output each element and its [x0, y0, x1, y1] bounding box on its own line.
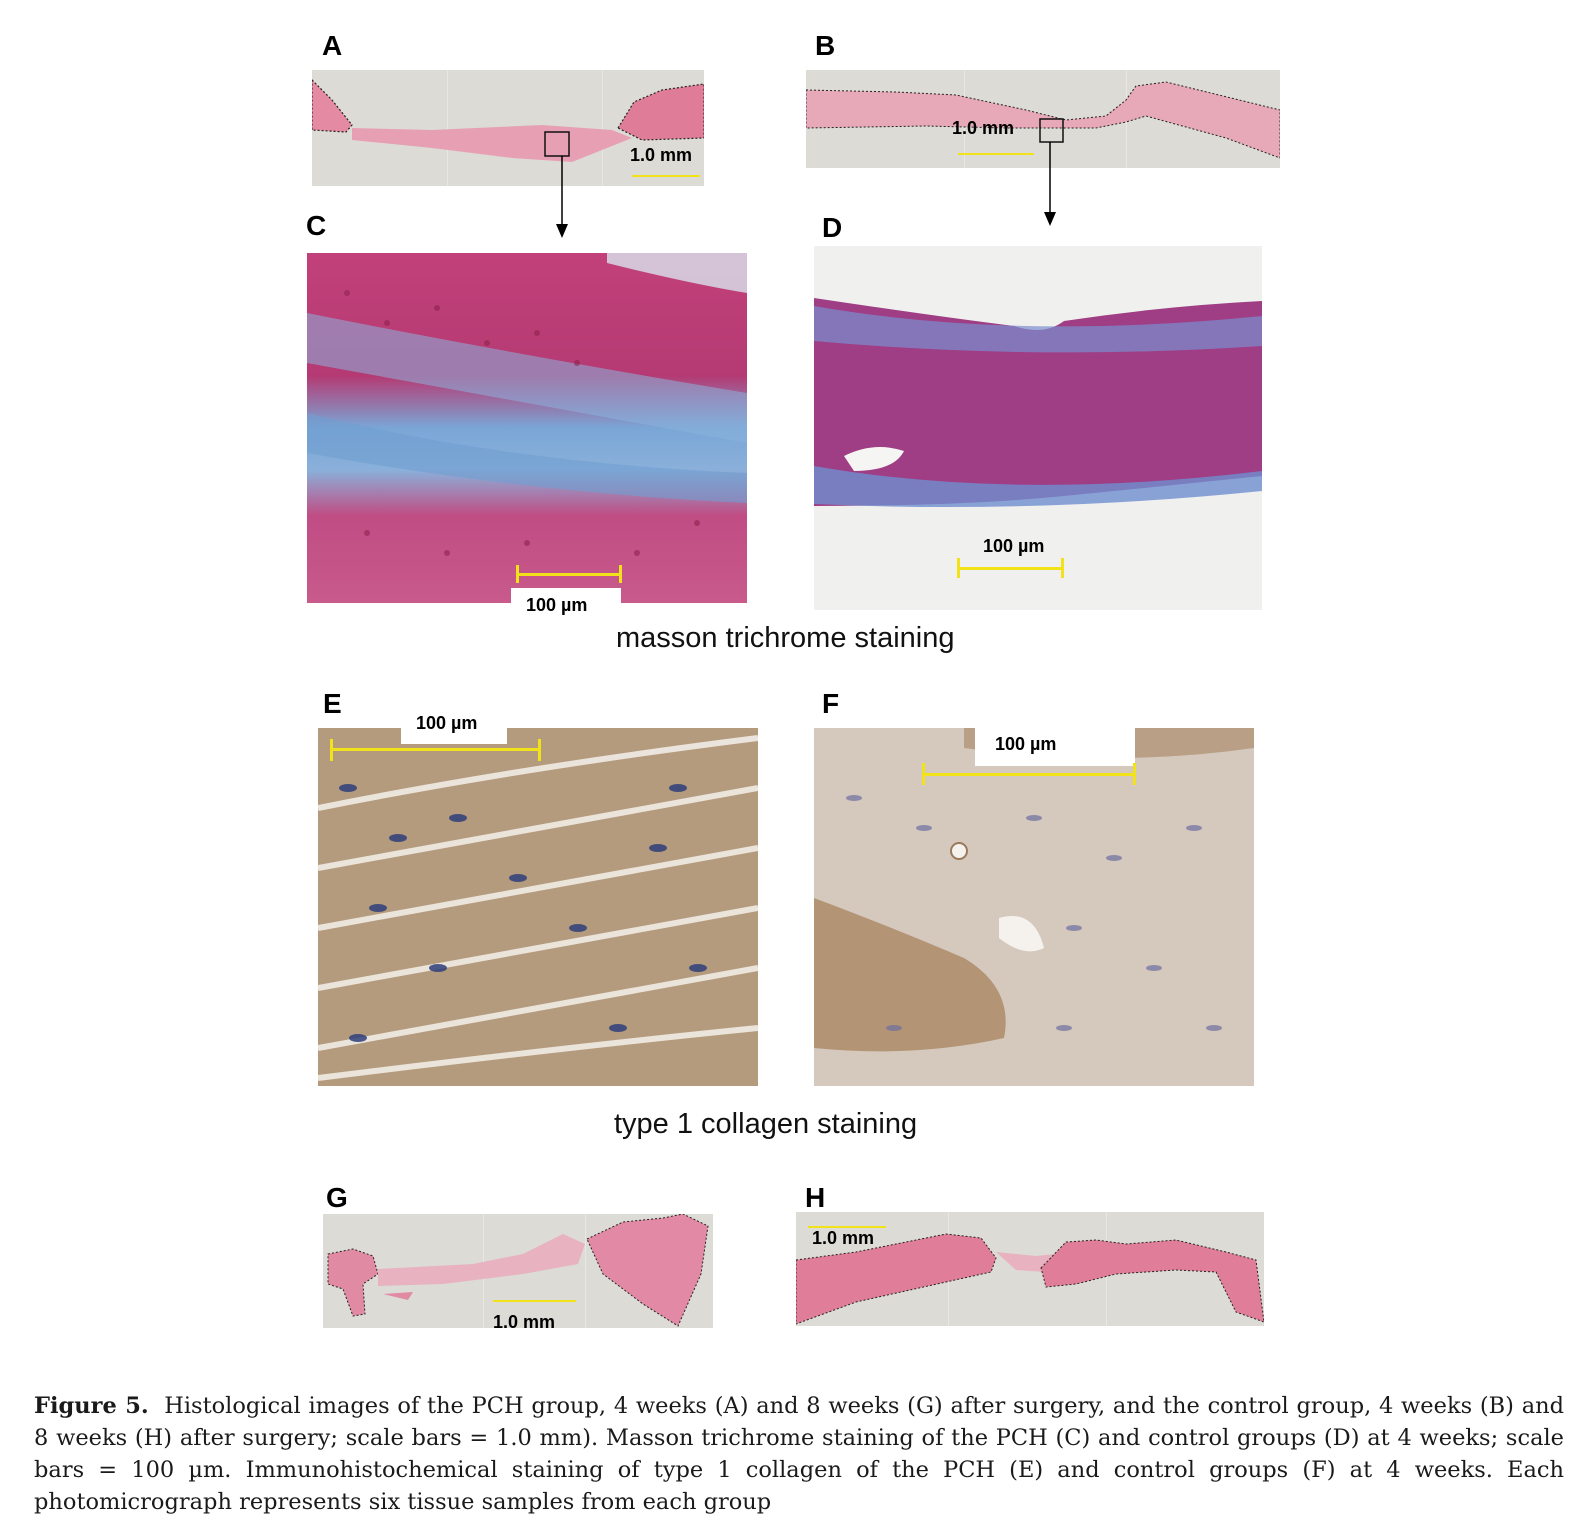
- zoom-arrow-b-to-d: [1044, 142, 1056, 226]
- scale-box-e: [401, 708, 507, 740]
- panel-label-b: B: [815, 30, 836, 61]
- scale-label-f: 100 µm: [995, 734, 1057, 754]
- scale-label-e: 100 µm: [416, 713, 478, 733]
- scale-label-b: 1.0 mm: [952, 118, 1014, 138]
- scale-bar-e: [330, 748, 540, 751]
- scale-label-h: 1.0 mm: [812, 1228, 874, 1248]
- scale-label-d: 100 µm: [983, 536, 1045, 556]
- scale-bar-b: [958, 153, 1034, 155]
- panel-label-f: F: [822, 688, 840, 719]
- section-title-collagen: type 1 collagen staining: [614, 1108, 918, 1140]
- micrograph-c: [307, 253, 747, 603]
- scale-label-a: 1.0 mm: [630, 145, 692, 165]
- micrograph-b: 1.0 mm: [806, 70, 1280, 168]
- micrograph-a: 1.0 mm: [312, 70, 704, 186]
- panel-label-c: C: [306, 210, 327, 241]
- section-title-masson: masson trichrome staining: [616, 622, 955, 654]
- scale-bar-g: [493, 1300, 576, 1302]
- scale-bar-f: [922, 773, 1136, 776]
- scale-bar-h: [808, 1226, 886, 1228]
- micrograph-d: [814, 246, 1262, 610]
- figure-caption: Figure 5. Histological images of the PCH…: [34, 1390, 1564, 1518]
- micrograph-f: [814, 728, 1254, 1086]
- scale-box-c: [511, 588, 621, 618]
- panel-label-d: D: [822, 212, 843, 243]
- scale-label-g: 1.0 mm: [493, 1312, 555, 1328]
- scale-bar-a: [632, 175, 700, 177]
- figure-caption-text: Histological images of the PCH group, 4 …: [34, 1393, 1565, 1515]
- panel-label-e: E: [323, 688, 342, 719]
- scale-label-c: 100 µm: [526, 595, 588, 615]
- micrograph-g: 1.0 mm: [323, 1214, 713, 1328]
- zoom-arrow-a-to-c: [556, 156, 568, 238]
- micrograph-e: [318, 728, 758, 1086]
- scale-bar-d: [957, 567, 1063, 570]
- panel-label-a: A: [322, 30, 343, 61]
- scale-bar-c: [517, 573, 621, 576]
- panel-label-h: H: [805, 1182, 826, 1213]
- panel-label-g: G: [326, 1182, 348, 1213]
- micrograph-h: 1.0 mm: [796, 1212, 1264, 1326]
- figure-label: Figure 5.: [34, 1393, 149, 1419]
